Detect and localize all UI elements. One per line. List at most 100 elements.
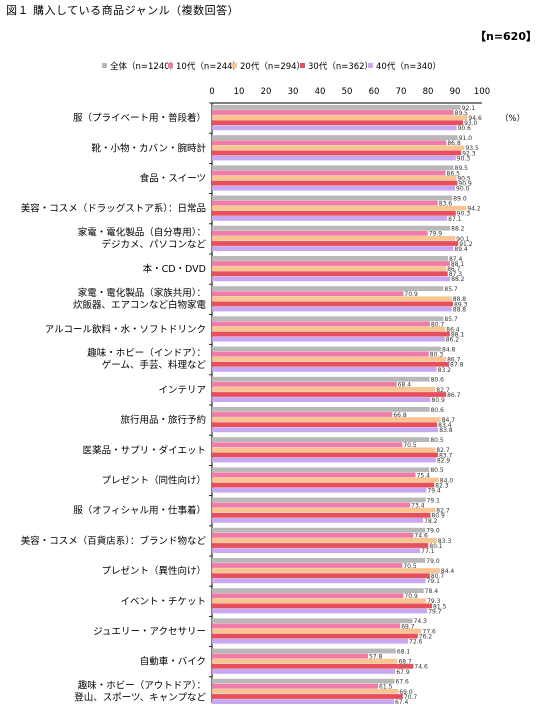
data-label: 92.1 [462,105,476,112]
category-label: プレゼント（異性向け） [101,565,206,577]
bar [212,145,465,151]
data-label: 70.9 [404,291,418,298]
bar [212,422,438,428]
category-label: デジカメ、パソコンなど [101,238,206,250]
category-label: 登山、スポーツ、キャンプなど [74,692,206,703]
bar [212,271,448,277]
category-label: イベント・チケット [120,596,206,607]
data-label: 68.1 [397,648,411,655]
data-label: 69.0 [399,689,413,696]
category-label: 食品・スイーツ [140,173,206,185]
bar [212,195,453,201]
data-label: 80.7 [431,321,445,328]
data-label: 72.6 [409,639,423,646]
data-label: 86.7 [447,357,461,364]
data-label: 81.5 [433,603,447,610]
bar [212,603,433,609]
data-label: 79.3 [427,598,441,605]
legend-label: 全体（n=1240） [110,61,178,72]
bar [212,628,422,634]
data-label: 74.3 [414,618,428,625]
bar [212,548,421,553]
category-label: 本・CD・DVD [143,263,206,275]
data-label: 85.7 [444,316,458,323]
x-tick-label: 70 [396,87,407,97]
bar [212,623,401,629]
data-label: 73.4 [411,503,425,510]
data-label: 79.7 [428,608,442,615]
data-label: 88.8 [453,306,467,313]
bar [212,452,438,458]
x-tick-label: 80 [423,87,434,97]
category-label: 趣味・ホビー（インドア）： [87,347,206,359]
category-label: 医薬品・サプリ・ダイエット [83,444,206,456]
data-label: 90.3 [457,211,471,218]
legend-swatch [300,63,305,68]
bar [212,633,418,639]
bar [212,346,441,352]
data-label: 89.5 [455,110,469,117]
data-label: 94.6 [468,115,482,122]
legend-swatch [168,63,173,68]
data-label: 74.6 [414,664,428,671]
bar [212,518,424,523]
category-label: 服（プライベート用・普段着） [73,112,206,124]
x-tick-label: 100 [474,87,490,97]
data-label: 84.8 [442,346,456,353]
data-label: 86.5 [447,170,461,177]
data-label: 80.6 [431,377,445,384]
data-label: 82.7 [436,508,450,515]
data-label: 79.4 [427,488,441,495]
bar [212,135,458,140]
category-label: 美容・コスメ（百貨店系）：ブランド物など [21,535,207,547]
category-label: ジュエリー・アクセサリー [93,627,206,638]
data-label: 70.7 [404,694,418,701]
bar [212,120,464,126]
bar [212,558,426,563]
bar [212,392,447,397]
category-label: 趣味・ホビー（アウトドア）： [78,679,206,691]
bar [212,699,394,704]
data-label: 80.5 [430,467,444,474]
category-label: 自動車・バイク [140,656,206,668]
data-label: 80.9 [431,513,445,520]
bar [212,573,430,579]
bar [212,210,456,216]
bar [212,437,430,442]
data-label: 70.5 [403,563,417,570]
bar [212,356,447,362]
data-label: 66.8 [393,412,407,419]
bar [212,669,396,674]
bar [212,467,430,473]
bar [212,115,468,120]
category-label: 旅行用品・旅行予約 [120,414,206,426]
data-label: 67.9 [396,669,410,676]
x-tick-label: 0 [209,87,214,97]
bar [212,578,426,584]
bar [212,457,436,463]
bar [212,155,456,161]
legend-label: 30代（n=362） [308,61,373,72]
bar [212,412,393,417]
data-label: 83.4 [438,422,452,429]
data-label: 69.7 [401,623,415,630]
data-label: 84.4 [441,568,455,575]
data-label: 90.6 [458,125,472,132]
bar [212,256,448,261]
data-label: 83.8 [439,427,453,434]
bar [212,689,399,694]
bar [212,276,451,282]
data-label: 79.0 [426,528,440,535]
x-tick-label: 20 [261,87,272,97]
data-label: 86.8 [447,140,461,147]
bar [212,678,395,684]
bar [212,336,445,342]
data-label: 87.4 [449,256,463,263]
data-label: 88.1 [451,261,465,268]
bar [212,150,462,156]
data-label: 80.6 [431,407,445,414]
bar [212,588,424,593]
data-label: 67.6 [396,679,410,686]
bar [212,563,403,568]
